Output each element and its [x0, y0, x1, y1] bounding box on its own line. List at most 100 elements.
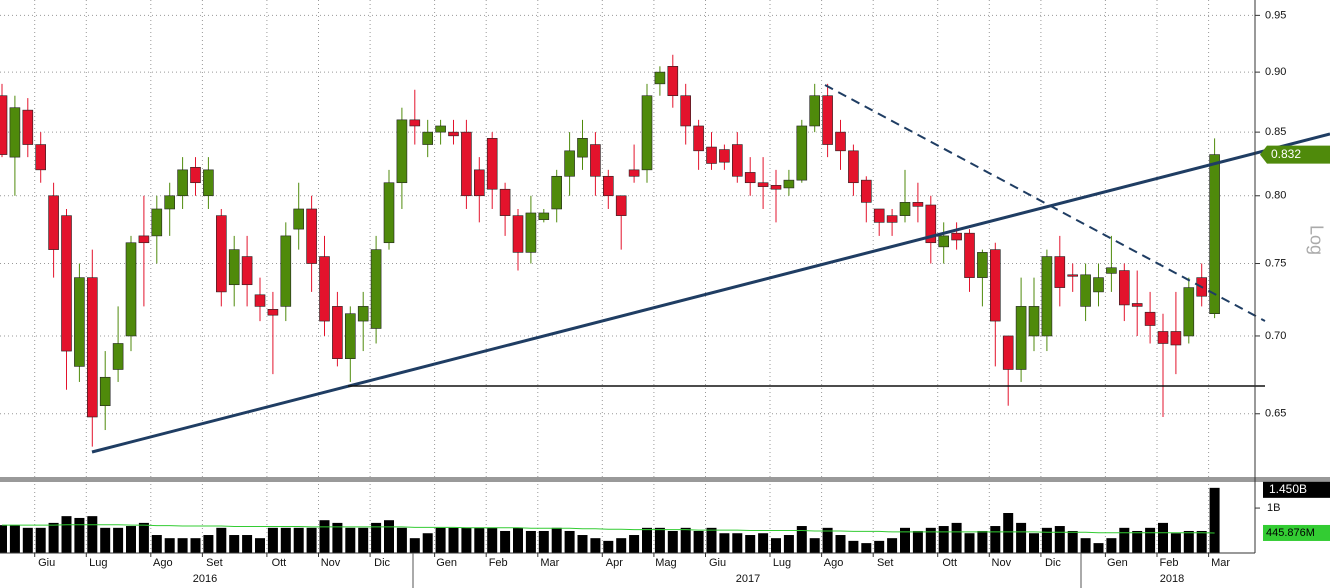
volume-bar [758, 533, 769, 553]
volume-bar [100, 527, 111, 553]
candle-body [357, 306, 369, 322]
year-label: 2016 [193, 573, 217, 585]
volume-bar [525, 530, 536, 553]
candle-body [319, 256, 330, 322]
candle-body [1002, 335, 1014, 370]
volume-bar [629, 535, 640, 553]
volume-bar [409, 538, 420, 553]
x-tick-label: Giu [709, 557, 726, 569]
x-tick-label: Apr [606, 557, 623, 569]
volume-bar [1029, 533, 1039, 553]
candle-body [383, 182, 395, 244]
x-tick-label: Dic [1045, 557, 1061, 569]
x-tick-label: Ott [272, 557, 287, 569]
x-tick-label: Nov [992, 557, 1012, 569]
candle-body [1041, 256, 1053, 337]
candle-body [719, 149, 730, 163]
volume-bar [48, 522, 59, 553]
volume-bar [267, 527, 278, 553]
volume-bar [693, 530, 704, 553]
candle-body [796, 125, 808, 181]
candle-body [409, 119, 421, 127]
volume-bar [164, 538, 175, 553]
x-tick-label: Nov [321, 557, 341, 569]
x-tick-label: Dic [374, 557, 390, 569]
candle-body [951, 232, 962, 241]
candle-body [757, 182, 769, 187]
volume-bar [874, 540, 885, 553]
volume-bar [1041, 527, 1052, 553]
ma-last-label: 445.876M [1266, 527, 1315, 539]
volume-bar [255, 538, 265, 553]
candle-body [564, 150, 575, 177]
volume-bar [61, 516, 72, 553]
volume-bar [203, 535, 214, 553]
volume-bar [771, 538, 781, 553]
candle-body [1080, 274, 1091, 307]
candle-body [1106, 267, 1117, 274]
candle-body [899, 202, 911, 216]
candle-body [641, 95, 653, 171]
volume-bar [1080, 538, 1091, 553]
candle-body [112, 343, 124, 370]
volume-tick-label: 1B [1267, 502, 1280, 514]
candle-body [551, 175, 563, 210]
resistance-trendline [824, 84, 1266, 322]
candle-body [512, 215, 524, 253]
candle-body [138, 235, 150, 244]
x-tick-label: Gen [436, 557, 457, 569]
volume-bar [74, 517, 85, 553]
ma-tag [1263, 524, 1330, 541]
volume-bar [332, 522, 343, 553]
last-price-tag [1260, 145, 1330, 164]
volume-bar [861, 543, 872, 553]
volume-bar [809, 538, 820, 553]
candle-body [151, 208, 163, 237]
candle-body [835, 131, 846, 152]
x-tick-label: Giu [38, 557, 55, 569]
candle-body [293, 208, 305, 230]
candle-body [1183, 287, 1195, 337]
y-tick-label: 0.85 [1265, 126, 1286, 138]
candle-body [770, 185, 782, 190]
x-tick-label: Set [206, 557, 223, 569]
candle-body [1067, 274, 1078, 277]
volume-ma-line [2, 524, 1215, 534]
marks [0, 54, 1220, 553]
volume-bar [577, 535, 588, 553]
candle-body [9, 107, 21, 158]
candle-body [461, 131, 472, 197]
candle-body [190, 166, 201, 184]
volume-bar [216, 527, 227, 553]
volume-bar [435, 527, 446, 553]
candle-body [1093, 277, 1104, 293]
candle-body [396, 119, 408, 184]
candle-body [87, 277, 98, 418]
volume-bar [371, 522, 382, 553]
volume-bar [848, 540, 859, 553]
candle-body [74, 277, 85, 367]
candle-body [1209, 154, 1220, 314]
candle-body [448, 131, 459, 137]
volume-bar [138, 522, 149, 553]
candle-body [216, 215, 227, 293]
volume-bar [732, 533, 743, 553]
candle-body [822, 95, 833, 145]
volume-bar [126, 526, 136, 553]
y-tick-label: 0.80 [1265, 190, 1286, 202]
candle-body [1157, 331, 1169, 344]
volume-bar [590, 538, 601, 553]
candle-body [628, 169, 640, 177]
volume-bar [396, 527, 407, 553]
volume-bar [706, 527, 717, 553]
candle-body [654, 71, 666, 85]
candle-body [48, 195, 59, 250]
volume-bar [461, 527, 472, 553]
volume-bar [551, 527, 562, 553]
candle-body [1054, 256, 1066, 288]
volume-bar [938, 526, 949, 553]
volume-bar [1170, 533, 1181, 553]
volume-bar [229, 535, 240, 553]
candle-body [1131, 303, 1143, 307]
